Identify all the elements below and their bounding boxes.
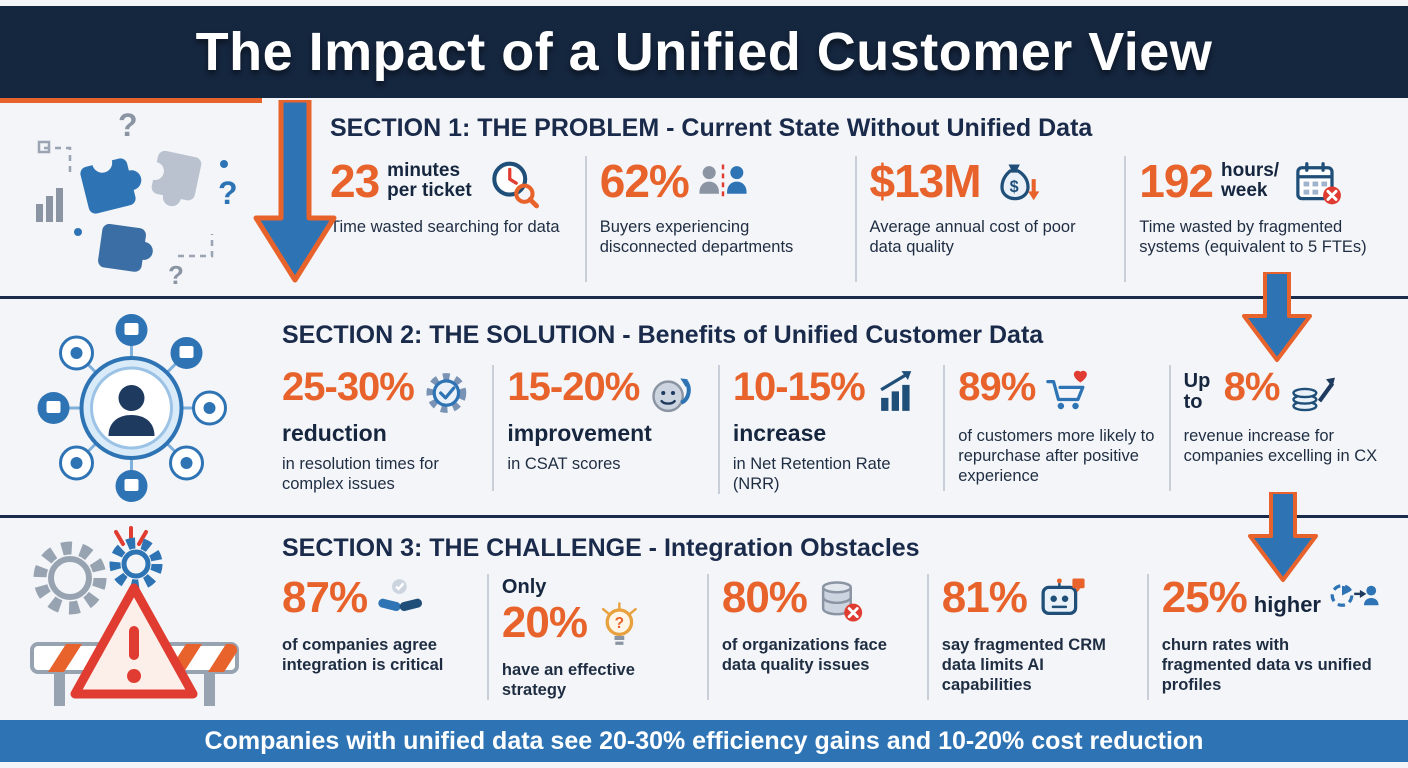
svg-text:$: $ xyxy=(1009,178,1018,196)
stats-row: 87% of companies agree integration is cr… xyxy=(282,573,1394,701)
stat-number: 62% xyxy=(599,155,690,207)
stat-desc: Time wasted searching for data xyxy=(330,218,560,236)
stat-number: $13M xyxy=(869,155,982,207)
stat-headline: reduction xyxy=(282,420,387,446)
stat-data-quality-issues: 80% of organizations face data quality i… xyxy=(706,573,927,700)
stat-number: 8% xyxy=(1223,365,1281,409)
stat-prefix: Up to xyxy=(1183,370,1211,413)
bar-chart-up-icon xyxy=(879,371,911,411)
stat-desc: Average annual cost of poor data quality xyxy=(869,218,1076,257)
stat-unit: hours/ week xyxy=(1221,160,1280,201)
svg-text:?: ? xyxy=(615,615,624,632)
accent-line xyxy=(0,98,262,103)
svg-text:?: ? xyxy=(168,260,184,290)
stat-prefix: Only xyxy=(501,576,547,598)
section-title: SECTION 1: THE PROBLEM - Current State W… xyxy=(330,114,1093,142)
stat-desc: of organizations face data quality issue… xyxy=(721,636,887,675)
stat-number: 25% xyxy=(1161,573,1248,622)
stat-number: 80% xyxy=(721,573,808,622)
coins-growth-icon xyxy=(1292,377,1336,412)
handshake-icon xyxy=(378,579,423,611)
stat-number: 87% xyxy=(282,573,368,622)
stat-cost-data-quality: $13M $ Average annual cost of poor data … xyxy=(854,155,1125,282)
robot-icon xyxy=(1041,578,1085,615)
section-title: SECTION 2: THE SOLUTION - Benefits of Un… xyxy=(282,321,1044,349)
stat-unit: minutes per ticket xyxy=(387,160,472,201)
stat-number: 20% xyxy=(501,598,588,647)
footer-text: Companies with unified data see 20-30% e… xyxy=(204,726,1204,755)
stat-crm-limits-ai: 81% say fragmented CRM data limits AI ca… xyxy=(926,573,1147,700)
money-bag-icon: $ xyxy=(999,164,1039,201)
stat-headline: improvement xyxy=(507,420,652,446)
stat-churn-rates: 25% higher churn rates with fragmented d… xyxy=(1146,573,1394,700)
header-banner: The Impact of a Unified Customer View xyxy=(0,6,1408,98)
stat-number: 192 xyxy=(1139,155,1214,207)
footer-banner: Companies with unified data see 20-30% e… xyxy=(0,720,1408,762)
stat-number: 23 xyxy=(330,155,380,207)
stat-desc: in Net Retention Rate (NRR) xyxy=(732,455,891,494)
stat-resolution-reduction: 25-30% reduction in resolution times for… xyxy=(282,365,492,494)
stat-number: 10-15% xyxy=(732,365,866,409)
arrow-down-icon xyxy=(1242,272,1312,362)
stat-desc: in CSAT scores xyxy=(507,455,621,473)
gear-check-icon xyxy=(426,373,467,413)
section-solution: SECTION 2: THE SOLUTION - Benefits of Un… xyxy=(0,299,1408,515)
stat-number: 25-30% xyxy=(282,365,415,409)
stat-time-per-ticket: 23 minutes per ticket Time wasted search… xyxy=(330,156,585,282)
fragmented-profiles-icon xyxy=(1330,584,1379,607)
customer-hub-icon xyxy=(37,314,227,502)
obstacles-warning-icon xyxy=(30,526,239,706)
stat-number: 89% xyxy=(958,365,1036,409)
stat-csat-improvement: 15-20% improvement in CSAT scores xyxy=(492,365,717,491)
section-title: SECTION 3: THE CHALLENGE - Integration O… xyxy=(282,534,920,562)
stat-desc: of companies agree integration is critic… xyxy=(282,636,444,675)
stat-effective-strategy: Only 20% ? have an effective strategy xyxy=(486,574,707,701)
smiley-arrow-icon xyxy=(652,378,692,413)
section-divider xyxy=(0,515,1408,518)
section-problem: SECTION 1: THE PROBLEM - Current State W… xyxy=(0,98,1408,296)
disconnected-people-icon xyxy=(699,164,747,197)
stats-row: 25-30% reduction in resolution times for… xyxy=(282,365,1394,495)
stat-desc: churn rates with fragmented data vs unif… xyxy=(1161,636,1372,695)
svg-text:?: ? xyxy=(118,108,138,143)
puzzle-pieces-icon: ? ? ? xyxy=(36,108,238,290)
stat-desc: have an effective strategy xyxy=(501,661,635,700)
stat-desc: say fragmented CRM data limits AI capabi… xyxy=(941,636,1106,695)
stat-desc: Time wasted by fragmented systems (equiv… xyxy=(1139,218,1367,257)
arrow-down-icon xyxy=(1248,492,1318,582)
lightbulb-question-icon: ? xyxy=(601,602,637,645)
stat-desc: of customers more likely to repurchase a… xyxy=(958,427,1155,486)
page-title: The Impact of a Unified Customer View xyxy=(195,22,1213,82)
stat-desc: in resolution times for complex issues xyxy=(282,455,439,494)
cart-heart-icon xyxy=(1046,370,1088,410)
stat-unit: higher xyxy=(1253,592,1321,617)
stat-repurchase-likelihood: 89% of customers more likely to repurcha… xyxy=(943,365,1168,491)
stat-disconnected-buyers: 62% Buyers experiencing disconnected dep… xyxy=(584,155,855,282)
stat-number: 81% xyxy=(941,573,1028,622)
calendar-x-icon xyxy=(1296,162,1341,205)
clock-search-icon xyxy=(492,161,540,209)
stats-row: 23 minutes per ticket Time wasted search… xyxy=(330,156,1394,282)
stat-revenue-increase: Up to 8% revenue increase for companies … xyxy=(1168,365,1394,491)
arrow-down-icon xyxy=(253,100,337,283)
section-challenge: SECTION 3: THE CHALLENGE - Integration O… xyxy=(0,518,1408,722)
stat-headline: increase xyxy=(732,420,827,446)
stat-nrr-increase: 10-15% increase in Net Retention Rate (N… xyxy=(717,365,943,495)
stat-number: 15-20% xyxy=(507,365,640,409)
svg-text:?: ? xyxy=(218,175,238,211)
section-divider xyxy=(0,296,1408,299)
stat-fragmented-hours: 192 hours/ week Time wasted by fragmente… xyxy=(1124,156,1394,282)
stat-integration-critical: 87% of companies agree integration is cr… xyxy=(282,574,487,700)
database-error-icon xyxy=(821,581,863,622)
stat-desc: Buyers experiencing disconnected departm… xyxy=(599,218,794,257)
stat-desc: revenue increase for companies excelling… xyxy=(1183,427,1378,466)
